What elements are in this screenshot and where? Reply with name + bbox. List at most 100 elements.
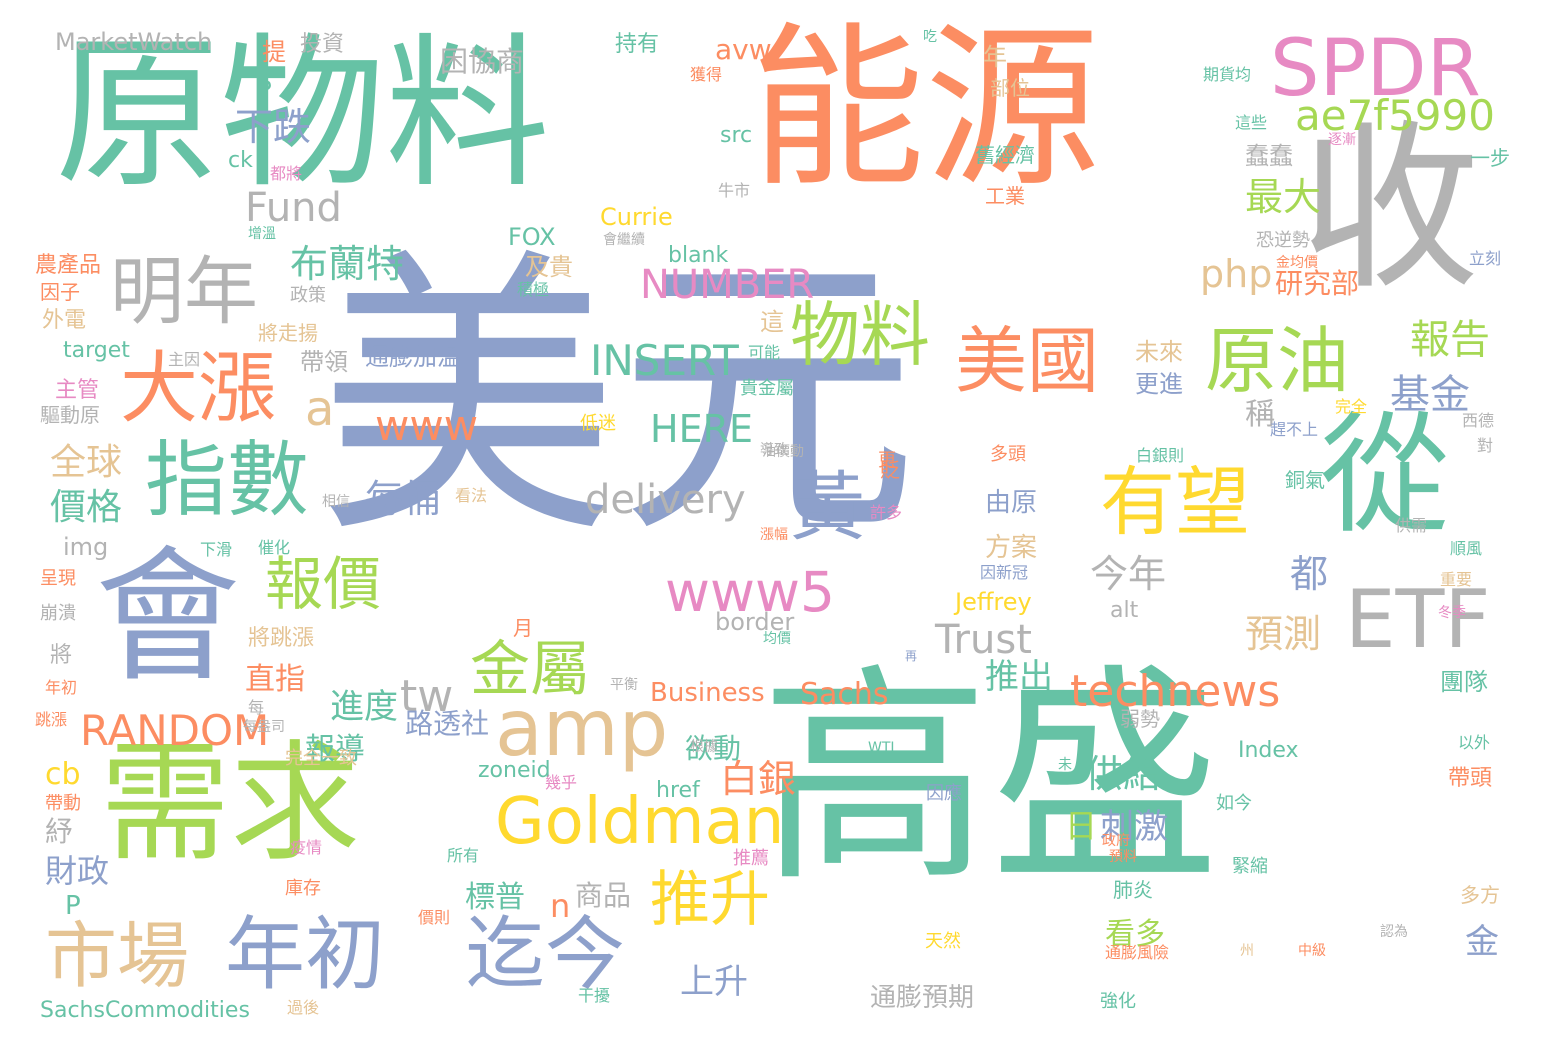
cloud-word-spdr: SPDR — [1270, 24, 1481, 114]
cloud-word-niushi: 牛市 — [718, 181, 751, 200]
cloud-word-yue: 月 — [513, 616, 533, 640]
cloud-word-meiyuanke: 每盎司 — [243, 719, 285, 735]
cloud-word-baojia: 報價 — [265, 550, 382, 618]
cloud-word-waidian: 外電 — [42, 308, 87, 333]
cloud-word-random: RANDOM — [80, 706, 270, 755]
cloud-word-border: border — [715, 608, 795, 636]
cloud-word-jiu: 對 — [1477, 436, 1494, 455]
cloud-word-yudong: 欲動 — [685, 732, 742, 765]
cloud-word-wei: 未 — [1058, 757, 1072, 773]
cloud-word-zhengce: 政策 — [290, 285, 326, 306]
cloud-word-kongni: 恐逆勢 — [1256, 230, 1310, 251]
cloud-word-sachscommodities: SachsCommodities — [40, 998, 250, 1023]
cloud-word-yinxinguan: 因新冠 — [980, 563, 1029, 582]
cloud-word-youjiadong: 油價動 — [762, 444, 804, 460]
cloud-word-mingnian: 明年 — [110, 249, 258, 335]
cloud-word-cheng: 稱 — [1245, 397, 1275, 432]
cloud-word-zhuanyi: 逐漸 — [1328, 132, 1356, 148]
cloud-word-wuliao: 物料 — [790, 294, 930, 376]
cloud-word-weilai: 未來 — [1135, 338, 1183, 366]
cloud-word-xiaohua: 催化 — [258, 538, 291, 557]
cloud-word-ganbushang: 趕不上 — [1270, 420, 1319, 439]
cloud-word-currie: Currie — [600, 203, 673, 231]
cloud-word-s: S — [257, 68, 273, 96]
cloud-word-fund: Fund — [245, 185, 342, 231]
cloud-word-kanfa: 看法 — [455, 486, 488, 505]
cloud-word-zhongji: 中級 — [1298, 943, 1326, 959]
cloud-word-zai: 再 — [905, 649, 918, 663]
cloud-word-ti: 提 — [262, 38, 286, 66]
cloud-word-xishou: 西德 — [1462, 411, 1495, 430]
cloud-word-qiji: 期貨均 — [1203, 65, 1252, 84]
cloud-word-caizheng: 財政 — [45, 852, 110, 890]
cloud-word-baiyinze: 白銀則 — [1136, 446, 1185, 465]
cloud-word-hui: 會 — [95, 533, 240, 702]
cloud-word-dujiang: 都將 — [270, 164, 303, 183]
cloud-word-huode: 獲得 — [690, 65, 723, 84]
cloud-word-zoneid: zoneid — [478, 758, 551, 783]
cloud-word-zhe: 這 — [760, 308, 784, 336]
cloud-word-yiqing: 疫情 — [290, 838, 323, 857]
cloud-word-qijin: 迄今 — [465, 908, 625, 1001]
cloud-word-baiyin: 白銀 — [720, 757, 797, 801]
cloud-word-tuandui: 團隊 — [1440, 668, 1488, 696]
cloud-word-meiguo: 美國 — [955, 319, 1100, 403]
cloud-word-zhuyin: 主因 — [168, 350, 201, 369]
cloud-word-jijin: 基金 — [1390, 372, 1470, 418]
cloud-word-chengxian: 呈現 — [40, 568, 76, 589]
cloud-word-jindu: 進度 — [330, 687, 398, 727]
cloud-word-xiadi: 低迷 — [580, 413, 616, 434]
cloud-word-sachs: Sachs — [800, 677, 889, 712]
cloud-word-kanduo: 看多 — [1105, 917, 1165, 952]
cloud-word-xuqiu: 需求 — [100, 727, 361, 879]
cloud-word-jinnian2: 年 — [983, 43, 1007, 71]
cloud-word-dazhang: 大漲 — [120, 344, 277, 434]
cloud-word-renwei: 認為 — [1380, 924, 1408, 940]
cloud-word-amp: amp — [495, 684, 669, 774]
cloud-word-wti: WTI — [868, 740, 895, 756]
cloud-word-baogao: 報告 — [1410, 317, 1490, 363]
cloud-word-tuisheng: 推升 — [650, 865, 770, 935]
cloud-word-www5: www5 — [665, 560, 835, 624]
cloud-word-rujin: 如今 — [1216, 793, 1252, 814]
cloud-word-bulante: 布蘭特 — [290, 242, 405, 286]
cloud-word-blank: blank — [668, 243, 729, 268]
cloud-word-yiwai: 以外 — [1458, 733, 1491, 752]
cloud-word-ri: 日 — [1065, 807, 1098, 845]
cloud-word-gongxu: 供需 — [1395, 516, 1428, 535]
cloud-word-kucun: 庫存 — [285, 878, 321, 899]
cloud-word-nianchu: 年初 — [225, 908, 385, 1001]
cloud-word-wanquan: 完全 — [1335, 397, 1368, 416]
cloud-word-daiguan: 帶領 — [300, 348, 348, 376]
cloud-word-here: HERE — [650, 407, 753, 451]
cloud-word-tw: tw — [400, 671, 454, 722]
cloud-word-touzi: 投資 — [300, 32, 345, 57]
cloud-word-zhengqiang: 增溫 — [248, 226, 276, 242]
cloud-word-jihu: 幾乎 — [545, 773, 578, 792]
cloud-word-jiangtiaozhang: 將跳漲 — [248, 626, 315, 651]
cloud-word-etf: ETF — [1345, 573, 1491, 666]
cloud-word-fox: FOX — [508, 223, 556, 251]
cloud-word-www: www — [375, 401, 479, 450]
cloud-word-tiaozhang: 跳漲 — [35, 710, 68, 729]
cloud-word-ck: ck — [228, 148, 253, 173]
cloud-word-danxuan: 導致 — [760, 442, 788, 458]
cloud-word-duofang: 多方 — [1460, 883, 1500, 907]
cloud-word-shu: 紓 — [45, 815, 74, 848]
cloud-word-php: php — [1200, 252, 1273, 296]
cloud-word-bian: 貶 — [880, 458, 900, 482]
cloud-word-tuichu: 推出 — [985, 657, 1053, 697]
cloud-word-huijiang: 會繼續 — [603, 232, 645, 248]
cloud-word-yuanwuliao: 原物料 — [55, 18, 550, 210]
cloud-word-youyuan: 由原 — [985, 488, 1038, 518]
cloud-word-jiujingji: 舊經濟 — [975, 143, 1035, 167]
cloud-word-shangpin: 商品 — [575, 879, 632, 912]
cloud-word-yibu: 一步 — [1470, 146, 1510, 170]
cloud-word-ruoshi: 弱勢 — [1120, 707, 1160, 731]
cloud-word-tuijian: 推薦 — [733, 848, 769, 869]
cloud-word-technews: technews — [1070, 666, 1281, 717]
cloud-word-xiadie: 下跌 — [235, 105, 312, 149]
cloud-word-xiangxin: 相信 — [322, 494, 350, 510]
cloud-word-yuce: 預測 — [1245, 612, 1322, 656]
cloud-word-business: Business — [650, 678, 765, 708]
